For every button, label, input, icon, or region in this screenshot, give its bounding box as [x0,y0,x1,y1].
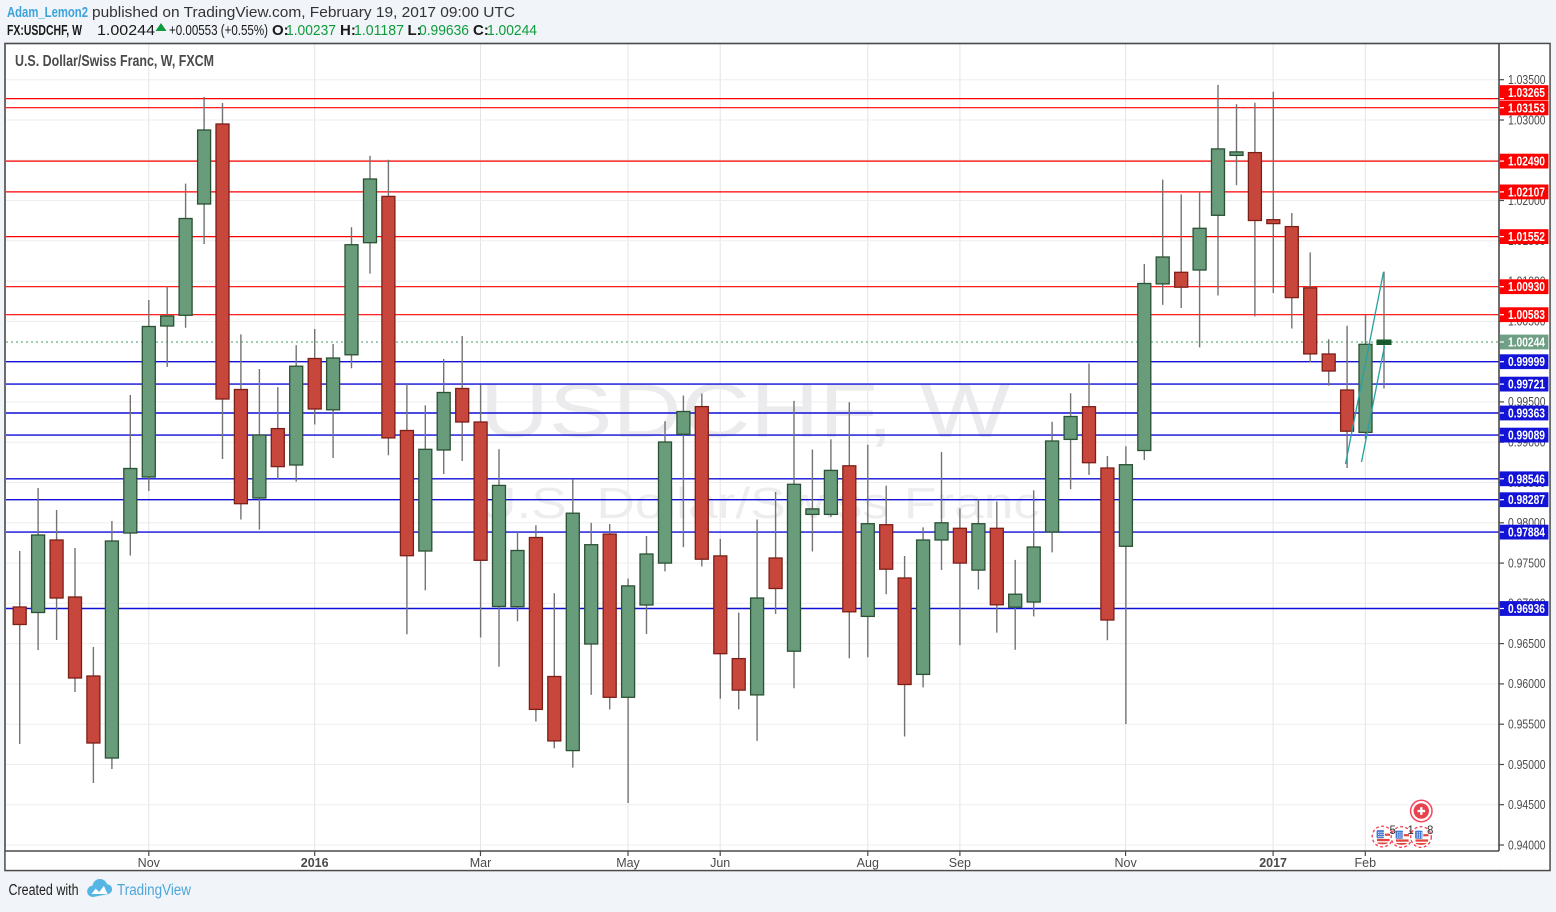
svg-text:8: 8 [1427,825,1433,837]
svg-text:Feb: Feb [1355,856,1377,870]
svg-text:1.00244: 1.00244 [1508,336,1545,350]
svg-text:2017: 2017 [1259,856,1287,870]
svg-text:0.98287: 0.98287 [1508,493,1545,507]
svg-text:1.00583: 1.00583 [1508,308,1545,322]
svg-text:Nov: Nov [138,856,161,870]
svg-text:Nov: Nov [1114,856,1137,870]
svg-text:0.94000: 0.94000 [1508,838,1546,852]
svg-text:0.99721: 0.99721 [1508,378,1545,392]
svg-text:FX:USDCHF, W 1.00244 +0.00553: FX:USDCHF, W 1.00244 +0.00553 (+0.55%) O… [7,22,537,39]
svg-text:U.S. Dollar/Swiss Franc: U.S. Dollar/Swiss Franc [478,479,1040,528]
svg-text:5: 5 [1390,825,1396,837]
svg-text:0.99999: 0.99999 [1508,355,1545,369]
svg-text:0.95000: 0.95000 [1508,758,1546,772]
svg-text:2016: 2016 [301,856,329,870]
svg-text:May: May [616,856,640,870]
svg-text:1.01552: 1.01552 [1508,230,1545,244]
svg-text:U.S. Dollar/Swiss Franc, W, FX: U.S. Dollar/Swiss Franc, W, FXCM [15,53,214,70]
svg-text:0.94500: 0.94500 [1508,798,1546,812]
svg-text:TradingView: TradingView [117,882,192,899]
svg-text:Created with: Created with [9,882,79,899]
svg-text:1.00930: 1.00930 [1508,280,1545,294]
svg-text:1.03265: 1.03265 [1508,86,1545,100]
svg-text:USDCHF, W: USDCHF, W [480,369,1010,454]
svg-text:0.95500: 0.95500 [1508,718,1546,732]
svg-text:1.03153: 1.03153 [1508,101,1545,115]
svg-text:0.99089: 0.99089 [1508,429,1545,443]
svg-text:1.02490: 1.02490 [1508,155,1545,169]
svg-text:Jun: Jun [710,856,730,870]
svg-text:Aug: Aug [857,856,879,870]
svg-text:0.96936: 0.96936 [1508,602,1545,616]
svg-text:1.03000: 1.03000 [1508,113,1546,127]
svg-text:Sep: Sep [949,856,971,870]
svg-text:1.03500: 1.03500 [1508,73,1546,87]
svg-text:0.96500: 0.96500 [1508,637,1546,651]
svg-text:1.02107: 1.02107 [1508,185,1545,199]
svg-text:0.96000: 0.96000 [1508,677,1546,691]
svg-text:1: 1 [1408,825,1414,837]
svg-text:0.99363: 0.99363 [1508,407,1545,421]
svg-text:0.97500: 0.97500 [1508,556,1546,570]
svg-text:0.97884: 0.97884 [1508,526,1545,540]
svg-text:0.98546: 0.98546 [1508,472,1545,486]
svg-text:Mar: Mar [470,856,492,870]
